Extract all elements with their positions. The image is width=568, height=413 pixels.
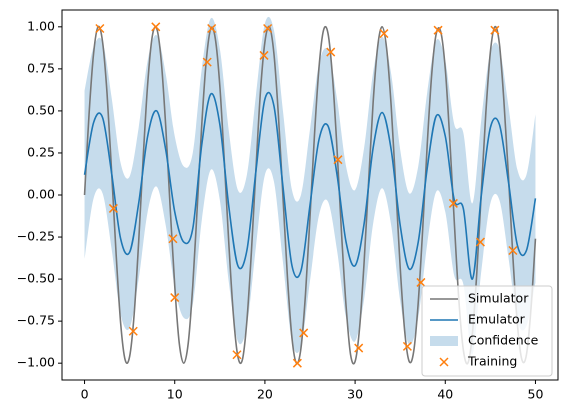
training-point — [433, 25, 443, 35]
training-point — [128, 326, 138, 336]
training-point — [202, 57, 212, 67]
training-point — [292, 358, 302, 368]
y-tick-label: 0.75 — [27, 60, 55, 75]
legend-label: Training — [467, 354, 517, 369]
training-point — [490, 25, 500, 35]
x-tick-label: 40 — [437, 387, 453, 402]
y-tick-label: −0.50 — [17, 271, 55, 286]
training-point — [402, 341, 412, 351]
training-point — [354, 343, 364, 353]
y-tick-label: −1.00 — [17, 355, 55, 370]
training-point — [232, 350, 242, 360]
legend-label: Simulator — [468, 291, 529, 306]
training-point — [299, 328, 309, 338]
training-point — [168, 234, 178, 244]
legend-label: Emulator — [468, 312, 526, 327]
training-point — [151, 22, 161, 32]
x-tick-label: 10 — [167, 387, 183, 402]
training-point — [95, 23, 105, 34]
training-point — [448, 198, 458, 208]
legend-patch — [430, 336, 458, 346]
training-point — [259, 50, 269, 60]
x-tick-label: 20 — [257, 387, 273, 402]
confidence-band — [84, 16, 536, 355]
y-tick-label: 0.25 — [27, 144, 55, 159]
training-point — [263, 23, 273, 34]
y-tick-label: 1.00 — [27, 18, 55, 33]
training-point — [170, 293, 180, 303]
y-tick-label: 0.00 — [27, 187, 55, 202]
training-point — [333, 155, 343, 165]
training-point — [326, 47, 336, 57]
plot-area — [83, 16, 537, 368]
training-point — [108, 203, 118, 213]
training-point — [508, 245, 518, 256]
y-tick-label: −0.25 — [17, 229, 55, 244]
training-point — [475, 237, 485, 247]
training-point — [207, 23, 217, 34]
y-tick-label: 0.50 — [27, 102, 55, 117]
x-tick-label: 50 — [528, 387, 544, 402]
legend-box — [421, 285, 553, 377]
legend-marker — [439, 357, 449, 367]
training-point — [379, 29, 389, 39]
y-tick-label: −0.75 — [17, 313, 55, 328]
legend-label: Confidence — [468, 333, 539, 348]
line — [83, 91, 537, 280]
x-tick-label: 30 — [347, 387, 363, 402]
x-tick-label: 0 — [81, 387, 89, 402]
training-point — [416, 277, 426, 287]
